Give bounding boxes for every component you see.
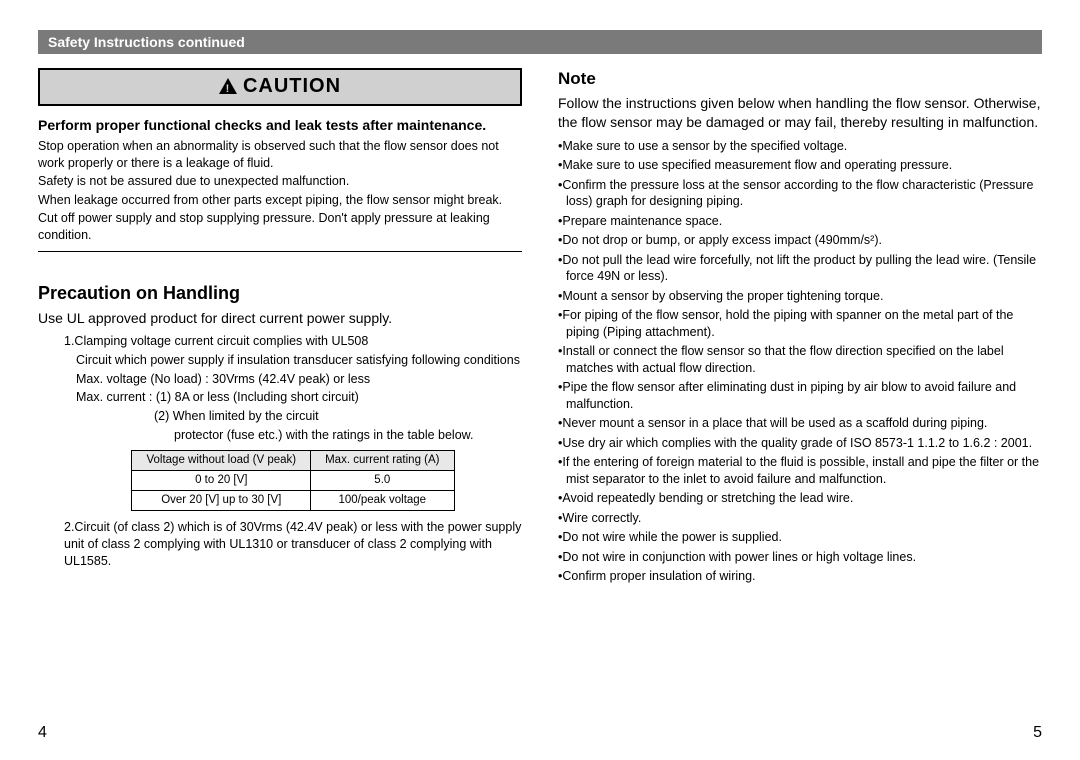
bullet-item: Do not pull the lead wire forcefully, no… xyxy=(558,252,1042,285)
bullet-item: Never mount a sensor in a place that wil… xyxy=(558,415,1042,432)
warning-triangle-icon: ! xyxy=(219,75,237,101)
table-row: 0 to 20 [V] 5.0 xyxy=(132,470,454,490)
rating-table: Voltage without load (V peak) Max. curre… xyxy=(131,450,454,511)
page-number-left: 4 xyxy=(38,724,47,742)
caution-label: CAUTION xyxy=(243,75,341,97)
table-cell: 100/peak voltage xyxy=(311,490,454,510)
table-row: Over 20 [V] up to 30 [V] 100/peak voltag… xyxy=(132,490,454,510)
caution-para: Stop operation when an abnormality is ob… xyxy=(38,138,522,171)
bullet-item: Do not drop or bump, or apply excess imp… xyxy=(558,232,1042,249)
bullet-item: Do not wire in conjunction with power li… xyxy=(558,549,1042,566)
divider xyxy=(38,251,522,252)
note-lead: Follow the instructions given below when… xyxy=(558,94,1042,132)
table-row: Voltage without load (V peak) Max. curre… xyxy=(132,451,454,471)
caution-heading: Perform proper functional checks and lea… xyxy=(38,116,522,134)
bullet-item: Avoid repeatedly bending or stretching t… xyxy=(558,490,1042,507)
caution-para: Cut off power supply and stop supplying … xyxy=(38,210,522,243)
bullet-item: Install or connect the flow sensor so th… xyxy=(558,343,1042,376)
bullet-item: For piping of the flow sensor, hold the … xyxy=(558,307,1042,340)
page-spread: Safety Instructions continued ! CAUTION … xyxy=(0,0,1080,760)
bullet-item: Confirm the pressure loss at the sensor … xyxy=(558,177,1042,210)
handling-list: 1.Clamping voltage current circuit compl… xyxy=(38,333,522,570)
caution-para: When leakage occurred from other parts e… xyxy=(38,192,522,209)
bullet-item: Confirm proper insulation of wiring. xyxy=(558,568,1042,585)
table-header: Voltage without load (V peak) xyxy=(132,451,311,471)
list-item: Max. current : (1) 8A or less (Including… xyxy=(64,389,522,406)
bullet-item: Make sure to use a sensor by the specifi… xyxy=(558,138,1042,155)
page-numbers: 4 5 xyxy=(38,724,1042,742)
bullet-item: Use dry air which complies with the qual… xyxy=(558,435,1042,452)
bullet-item: Prepare maintenance space. xyxy=(558,213,1042,230)
handling-title: Precaution on Handling xyxy=(38,282,522,305)
caution-para: Safety is not be assured due to unexpect… xyxy=(38,173,522,190)
list-item: 2.Circuit (of class 2) which is of 30Vrm… xyxy=(64,519,522,570)
note-bullets: Make sure to use a sensor by the specifi… xyxy=(558,138,1042,585)
table-cell: Over 20 [V] up to 30 [V] xyxy=(132,490,311,510)
list-item: (2) When limited by the circuit xyxy=(64,408,522,425)
page-number-right: 5 xyxy=(1033,724,1042,742)
list-item: Max. voltage (No load) : 30Vrms (42.4V p… xyxy=(64,371,522,388)
bullet-item: Mount a sensor by observing the proper t… xyxy=(558,288,1042,305)
left-column: ! CAUTION Perform proper functional chec… xyxy=(38,68,522,588)
table-cell: 0 to 20 [V] xyxy=(132,470,311,490)
two-column-layout: ! CAUTION Perform proper functional chec… xyxy=(38,68,1042,588)
table-header: Max. current rating (A) xyxy=(311,451,454,471)
list-item: Circuit which power supply if insulation… xyxy=(64,352,522,369)
bullet-item: Wire correctly. xyxy=(558,510,1042,527)
bullet-item: Do not wire while the power is supplied. xyxy=(558,529,1042,546)
right-column: Note Follow the instructions given below… xyxy=(558,68,1042,588)
bullet-item: Pipe the flow sensor after eliminating d… xyxy=(558,379,1042,412)
handling-lead: Use UL approved product for direct curre… xyxy=(38,309,522,327)
header-bar: Safety Instructions continued xyxy=(38,30,1042,54)
note-title: Note xyxy=(558,68,1042,90)
list-item: protector (fuse etc.) with the ratings i… xyxy=(64,427,522,444)
bullet-item: If the entering of foreign material to t… xyxy=(558,454,1042,487)
table-cell: 5.0 xyxy=(311,470,454,490)
bullet-item: Make sure to use specified measurement f… xyxy=(558,157,1042,174)
svg-text:!: ! xyxy=(226,83,231,94)
caution-banner: ! CAUTION xyxy=(38,68,522,106)
list-item: 1.Clamping voltage current circuit compl… xyxy=(64,333,522,350)
